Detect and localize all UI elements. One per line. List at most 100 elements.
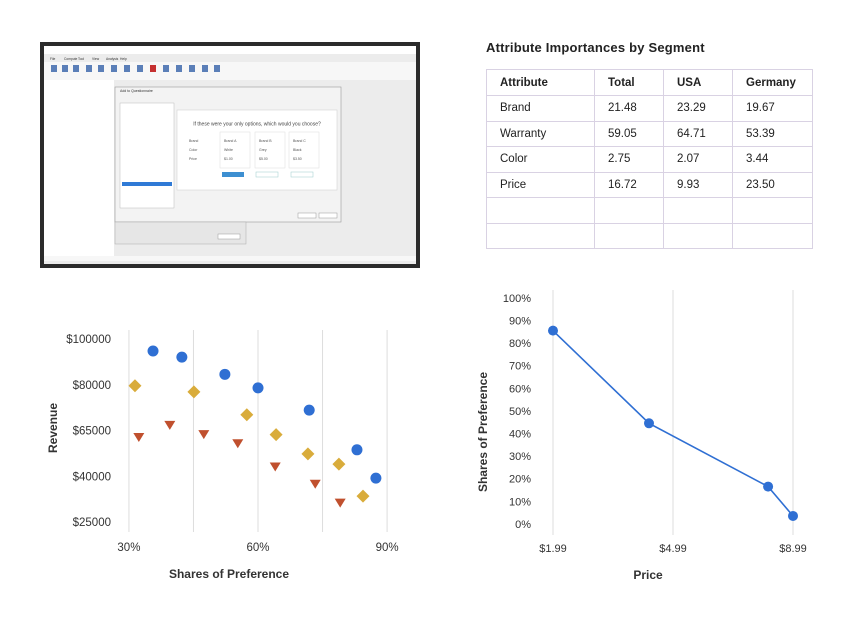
option-text: Brand B [259, 139, 272, 143]
empty-cell [732, 197, 813, 224]
x-tick-label: 30% [117, 542, 140, 554]
point [334, 498, 346, 508]
menu-item: Tool [78, 57, 84, 61]
table-cell: 21.48 [594, 95, 664, 122]
y-tick-label: $65000 [73, 426, 111, 438]
table-cell: Color [486, 146, 595, 173]
y-tick-label: 60% [509, 383, 531, 395]
menu-item: Help [120, 57, 127, 61]
table-row: Color 2.75 2.07 3.44 [486, 146, 813, 173]
y-tick-label: 10% [509, 496, 531, 508]
point [370, 472, 382, 484]
x-tick-label: $1.99 [539, 543, 567, 555]
y-tick-label: 0% [515, 519, 531, 531]
option-text: Black [293, 148, 302, 152]
table-cell: 23.29 [663, 95, 733, 122]
point [232, 439, 244, 449]
point [198, 430, 210, 440]
point [164, 420, 176, 430]
x-tick-label: 60% [246, 542, 269, 554]
table-title: Attribute Importances by Segment [486, 40, 705, 55]
dialog-title: Add to Questionnaire [120, 89, 153, 93]
row-label: Price [189, 157, 197, 161]
empty-cell [486, 222, 595, 249]
y-tick-label: 20% [509, 474, 531, 486]
option-text: $1.00 [224, 157, 233, 161]
point [332, 457, 346, 471]
point [788, 510, 798, 521]
x-tick-label: $4.99 [659, 543, 687, 555]
point [269, 462, 281, 472]
app-screenshot: Add to Questionnaire If these were your … [40, 42, 420, 268]
option-text: Brand A [224, 139, 237, 143]
point [269, 428, 283, 442]
table-row: Price 16.72 9.93 23.50 [486, 171, 813, 198]
table-cell: Brand [486, 95, 595, 122]
point [644, 418, 654, 429]
empty-cell [486, 197, 595, 224]
table-cell: 19.67 [732, 95, 813, 122]
point [128, 379, 142, 393]
empty-row [486, 222, 813, 249]
option-text: $5.00 [259, 157, 268, 161]
x-axis-title: Shares of Preference [169, 567, 289, 581]
empty-cell [663, 197, 733, 224]
empty-cell [594, 197, 664, 224]
point [147, 345, 159, 357]
header-cell: Attribute [486, 69, 595, 96]
point [309, 479, 321, 489]
list-selection [122, 182, 172, 186]
scatter-chart: 30% 60% 90% $25000 $40000 $65000 $80000 $100000… [46, 330, 399, 581]
point [763, 481, 774, 492]
select-button [222, 172, 244, 177]
toolbar-icons [51, 65, 220, 72]
empty-row [486, 197, 813, 224]
y-tick-label: 40% [509, 429, 531, 441]
table-cell: 59.05 [594, 120, 664, 147]
select-button [255, 171, 279, 178]
y-tick-label: $100000 [66, 334, 111, 346]
menu-item: Compute [64, 57, 78, 61]
table-row: Warranty 59.05 64.71 53.39 [486, 120, 813, 147]
option-card [254, 131, 286, 169]
empty-cell [594, 222, 664, 249]
y-tick-label: $25000 [73, 517, 111, 529]
menu-item: View [92, 57, 100, 61]
point [176, 351, 188, 363]
y-tick-label: 90% [509, 316, 531, 328]
header-row: Attribute Total USA Germany [486, 69, 813, 96]
y-tick-label: $80000 [73, 380, 111, 392]
option-text: $3.50 [293, 157, 302, 161]
empty-cell [732, 222, 813, 249]
x-tick-label: 90% [376, 542, 399, 554]
table-cell: 23.50 [732, 171, 813, 198]
header-cell: Total [594, 69, 664, 96]
point [240, 408, 254, 422]
select-button [290, 171, 314, 178]
table-cell: 2.07 [663, 146, 733, 173]
point [548, 325, 558, 336]
y-tick-label: 70% [509, 361, 531, 373]
point [219, 368, 231, 380]
option-card [219, 131, 251, 169]
point [303, 404, 315, 416]
x-axis-title: Price [633, 568, 663, 582]
table-cell: 53.39 [732, 120, 813, 147]
table-row: Brand 21.48 23.29 19.67 [486, 95, 813, 122]
y-tick-label: 50% [509, 406, 531, 418]
close-button [217, 233, 241, 240]
point [356, 489, 370, 503]
question-text: If these were your only options, which w… [193, 121, 321, 127]
menu-item: Analysis [106, 57, 119, 61]
status-bar [44, 256, 416, 261]
header-cell: Germany [732, 69, 813, 96]
line-chart: $1.99 $4.99 $8.99 0% 10% 20% 30% 40% 50% 60% 70% 80… [476, 290, 807, 582]
y-tick-label: 80% [509, 338, 531, 350]
y-axis-title: Revenue [46, 403, 60, 453]
point [351, 444, 363, 456]
cancel-button [318, 212, 338, 219]
ok-button [297, 212, 317, 219]
y-tick-label: 30% [509, 451, 531, 463]
y-tick-label: $40000 [73, 471, 111, 483]
